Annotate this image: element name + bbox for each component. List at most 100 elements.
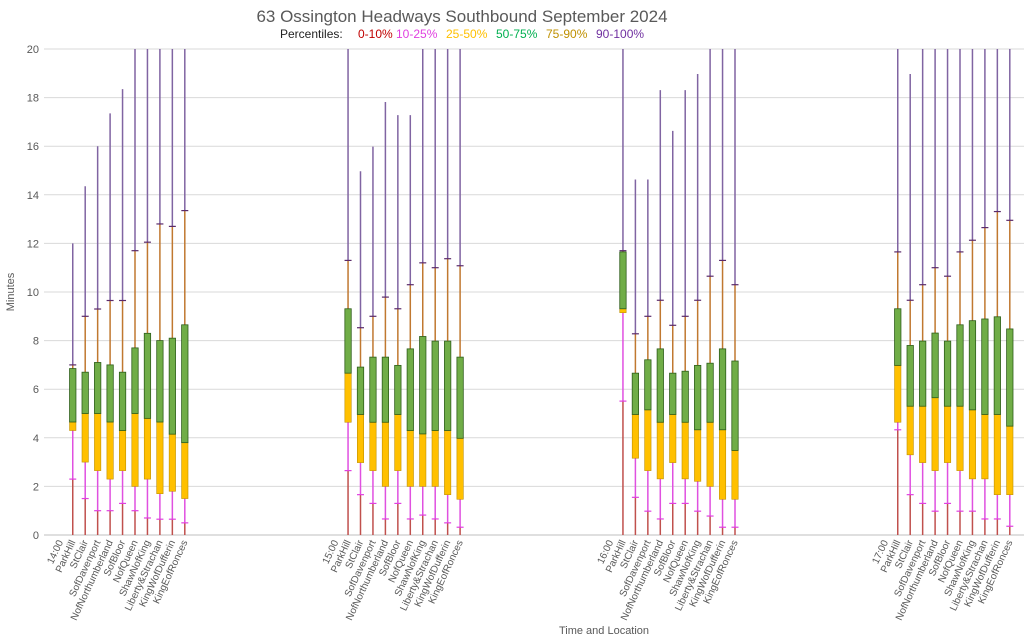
box-25-50 <box>119 430 127 471</box>
box-25-50 <box>419 433 427 487</box>
box <box>694 74 702 535</box>
box <box>344 49 352 535</box>
box-25-50 <box>106 421 114 480</box>
grid <box>44 48 1024 536</box>
box-25-50 <box>156 421 164 494</box>
box <box>981 49 989 535</box>
box <box>444 49 452 535</box>
box-50-75 <box>143 332 152 419</box>
box <box>644 179 652 535</box>
box-25-50 <box>694 429 702 482</box>
box <box>894 49 902 535</box>
y-tick-label: 6 <box>33 384 39 396</box>
box <box>106 113 114 535</box>
y-tick-label: 18 <box>27 93 39 105</box>
box-50-75 <box>118 371 127 431</box>
box-50-75 <box>94 362 102 414</box>
box <box>718 49 727 535</box>
box <box>706 49 714 535</box>
box <box>731 49 739 535</box>
box-25-50 <box>919 405 927 463</box>
box <box>956 49 964 535</box>
box-50-75 <box>181 324 189 444</box>
box-50-75 <box>993 316 1001 415</box>
y-tick-label: 12 <box>27 238 39 250</box>
box-25-50 <box>894 365 902 423</box>
boxes <box>69 49 1014 535</box>
legend-item: 50-75% <box>496 27 538 41</box>
box <box>143 49 152 535</box>
y-axis-ticks: 0 2 4 6 8 10 12 14 16 18 20 <box>27 44 39 542</box>
box-50-75 <box>968 320 977 411</box>
box-25-50 <box>381 421 389 487</box>
box <box>131 49 139 535</box>
box-25-50 <box>981 414 989 480</box>
box-50-75 <box>444 340 452 431</box>
box-50-75 <box>943 340 952 407</box>
box-50-75 <box>369 356 377 423</box>
box <box>181 49 189 535</box>
box-50-75 <box>394 364 402 415</box>
y-tick-label: 2 <box>33 481 39 493</box>
box-25-50 <box>131 413 139 487</box>
box-50-75 <box>894 308 902 366</box>
box <box>69 243 77 535</box>
box <box>381 101 390 535</box>
box-25-50 <box>69 421 77 431</box>
box-25-50 <box>719 429 727 500</box>
legend-label: Percentiles: <box>280 27 343 41</box>
legend-item: 90-100% <box>596 27 644 41</box>
box <box>656 90 664 535</box>
box-50-75 <box>419 336 427 435</box>
chart-title: 63 Ossington Headways Southbound Septemb… <box>256 7 667 26</box>
box-25-50 <box>656 421 664 480</box>
box-50-75 <box>81 371 89 414</box>
box <box>419 49 427 535</box>
box-50-75 <box>681 370 689 423</box>
box-50-75 <box>694 364 702 431</box>
y-axis-title: Minutes <box>5 272 17 311</box>
box-25-50 <box>669 414 677 463</box>
box-50-75 <box>718 348 727 431</box>
box-25-50 <box>143 418 151 480</box>
box <box>619 49 627 535</box>
box <box>631 179 640 535</box>
box-50-75 <box>656 348 664 423</box>
box <box>369 146 377 535</box>
box <box>168 49 176 535</box>
box <box>94 146 102 535</box>
box-25-50 <box>369 421 377 471</box>
box <box>669 130 677 535</box>
y-tick-label: 8 <box>33 336 39 348</box>
box <box>431 49 439 535</box>
box-50-75 <box>931 332 939 399</box>
box-50-75 <box>131 347 139 414</box>
box <box>993 49 1001 535</box>
box-25-50 <box>931 397 939 471</box>
box-50-75 <box>631 372 640 415</box>
box-25-50 <box>394 414 402 471</box>
box-25-50 <box>681 421 689 480</box>
x-axis-labels: 14:00ParkHillStClairSofDavenportNofNorth… <box>45 538 1015 622</box>
box-50-75 <box>431 340 439 431</box>
box-50-75 <box>106 364 114 423</box>
box-25-50 <box>944 405 952 463</box>
y-tick-label: 16 <box>27 141 39 153</box>
box-50-75 <box>669 372 677 415</box>
box-25-50 <box>356 414 364 463</box>
box <box>1006 49 1014 535</box>
box <box>968 49 977 535</box>
y-tick-label: 4 <box>33 433 39 445</box>
box <box>681 90 689 535</box>
box-25-50 <box>731 450 739 500</box>
box <box>118 89 127 535</box>
box-25-50 <box>444 430 452 495</box>
box-50-75 <box>168 337 176 435</box>
box-25-50 <box>956 405 964 471</box>
box-50-75 <box>981 318 989 415</box>
box-50-75 <box>456 356 464 439</box>
y-tick-label: 0 <box>33 530 39 542</box>
box-50-75 <box>644 359 652 411</box>
legend: Percentiles: 0-10% 10-25% 25-50% 50-75% 75-90… <box>280 27 644 41</box>
box-25-50 <box>906 405 914 456</box>
